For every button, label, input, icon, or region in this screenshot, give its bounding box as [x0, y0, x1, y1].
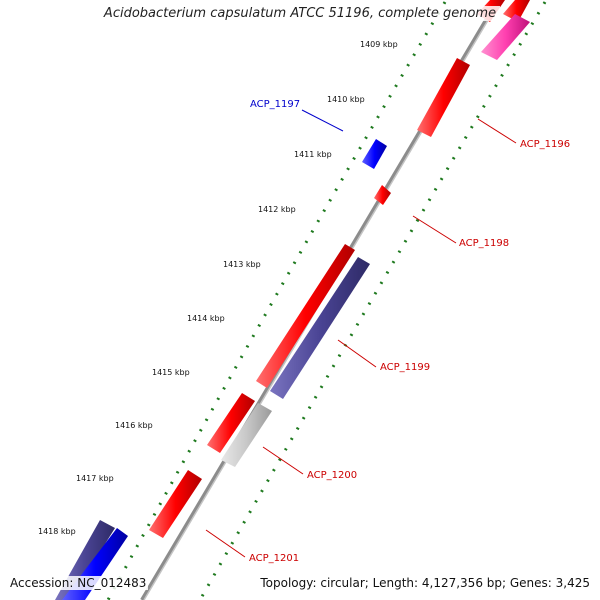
gene-arrow-acp1198: [374, 185, 391, 205]
kbp-label: 1414 kbp: [187, 314, 225, 323]
outer-tick-ring: [106, 1, 447, 600]
kbp-label: 1409 kbp: [360, 40, 398, 49]
leader-line-acp1201: [205, 529, 246, 558]
forward-strand-genes: [55, 0, 505, 600]
inner-tick-ring: [198, 1, 547, 600]
gene-arrow-top-pink: [481, 14, 530, 60]
gene-arrow-acp1199: [256, 244, 355, 388]
genome-title-text: Acidobacterium capsulatum ATCC 51196, co…: [99, 6, 501, 21]
gene-labels: ACP_1197 ACP_1196 ACP_1198 ACP_1199 ACP_…: [249, 99, 570, 564]
genome-summary-label: Topology: circular; Length: 4,127,356 bp…: [258, 576, 592, 590]
gene-label-acp1196[interactable]: ACP_1196: [520, 139, 570, 150]
kbp-label: 1411 kbp: [294, 150, 332, 159]
kbp-label: 1412 kbp: [258, 205, 296, 214]
kbp-label: 1413 kbp: [223, 260, 261, 269]
gene-arrow-top-red-2: [503, 0, 530, 22]
kbp-label: 1416 kbp: [115, 421, 153, 430]
genome-title: Acidobacterium capsulatum ATCC 51196, co…: [0, 6, 600, 21]
kbp-label: 1415 kbp: [152, 368, 190, 377]
leader-line-acp1198: [412, 215, 457, 244]
gene-arrow-grey: [221, 403, 272, 467]
kbp-label: 1417 kbp: [76, 474, 114, 483]
gene-label-acp1200[interactable]: ACP_1200: [307, 470, 357, 481]
gene-arrow-acp1197: [362, 139, 387, 169]
leader-line-acp1197: [301, 109, 344, 132]
kbp-label: 1410 kbp: [327, 95, 365, 104]
kbp-scale-labels: 1409 kbp 1410 kbp 1411 kbp 1412 kbp 1413…: [38, 40, 398, 536]
reverse-strand-genes: [62, 0, 530, 600]
leader-line-acp1199: [337, 339, 377, 368]
gene-label-acp1197[interactable]: ACP_1197: [250, 99, 300, 110]
gene-label-leaders: [205, 109, 517, 558]
gene-label-acp1198[interactable]: ACP_1198: [459, 238, 509, 249]
leader-line-acp1196: [477, 118, 517, 144]
accession-label: Accession: NC_012483: [8, 576, 149, 590]
leader-line-acp1200: [262, 446, 304, 475]
gene-arrow-acp1200: [207, 393, 255, 453]
gene-label-acp1199[interactable]: ACP_1199: [380, 362, 430, 373]
gene-label-acp1201[interactable]: ACP_1201: [249, 553, 299, 564]
gene-arrow-acp1201: [149, 470, 202, 538]
gene-arrow-acp1196: [417, 58, 470, 137]
gene-arrow-reverse-purple: [270, 257, 370, 399]
kbp-label: 1418 kbp: [38, 527, 76, 536]
